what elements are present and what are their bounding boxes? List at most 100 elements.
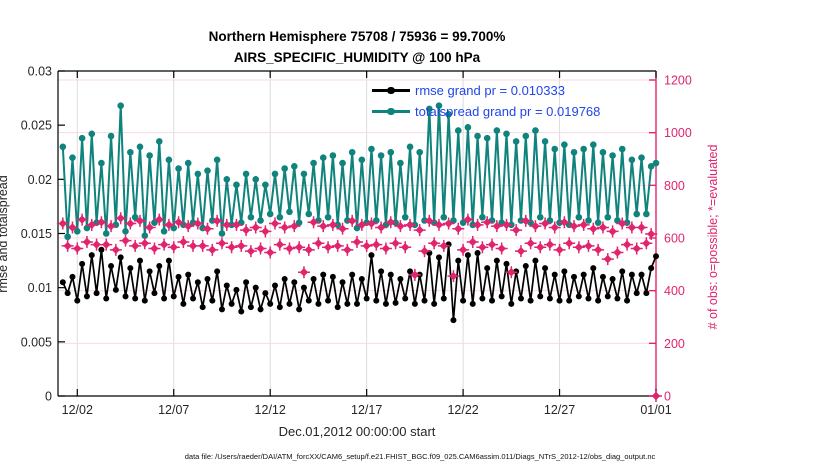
y-tick-label-left: 0.02 [28, 173, 52, 187]
totalspread-series-marker [155, 138, 163, 145]
totalspread-series-marker [401, 213, 409, 221]
rmse-series-marker [392, 299, 399, 306]
totalspread-series-marker [618, 145, 626, 153]
totalspread-series-marker [459, 219, 467, 226]
x-tick-label: 12/27 [544, 403, 575, 417]
rmse-series-marker [619, 268, 626, 275]
rmse-series-marker [633, 290, 640, 297]
totalspread-series-marker [594, 219, 602, 226]
rmse-series-marker [628, 271, 635, 278]
rmse-series-marker [580, 271, 587, 278]
totalspread-series-marker [647, 163, 655, 170]
rmse-series-marker [585, 295, 592, 302]
totalspread-series-marker [141, 232, 149, 239]
totalspread-series-marker [64, 233, 71, 241]
totalspread-series-marker [204, 167, 211, 174]
y-tick-label-left: 0.025 [21, 119, 52, 133]
totalspread-series-marker [247, 213, 255, 221]
left-axis-label: rmse and totalspread [0, 175, 10, 293]
totalspread-series-marker [435, 102, 443, 109]
rmse-series-marker [98, 246, 105, 253]
rmse-series-marker [243, 279, 250, 286]
rmse-series-marker [108, 263, 115, 269]
totalspread-series-marker [319, 154, 327, 161]
rmse-series-marker [624, 297, 631, 304]
totalspread-series-marker [348, 148, 356, 156]
rmse-series-marker [300, 284, 307, 291]
totalspread-series-marker [358, 156, 366, 164]
rmse-series-marker [257, 306, 264, 313]
totalspread-series-marker [532, 127, 539, 134]
totalspread-series-marker [474, 132, 481, 140]
totalspread-series-marker [271, 170, 279, 178]
totalspread-series-marker [368, 145, 375, 153]
totalspread-series-marker [218, 230, 226, 237]
x-tick-label: 12/22 [447, 403, 478, 417]
rmse-series-marker [296, 306, 303, 313]
totalspread-series-marker [522, 132, 530, 140]
legend-label-totalspread: totalspread grand pr = 0.019768 [415, 104, 601, 119]
totalspread-series-marker [575, 213, 583, 221]
rmse-series-marker [103, 295, 110, 302]
totalspread-series-marker [262, 181, 269, 189]
totalspread-series-marker [377, 152, 385, 159]
rmse-series-marker [165, 257, 172, 264]
rmse-series-marker [590, 265, 597, 272]
rmse-series-marker [64, 290, 71, 297]
totalspread-series-marker [353, 224, 361, 232]
rmse-series-marker [643, 290, 650, 297]
totalspread-series-marker [536, 213, 544, 221]
totalspread-series-marker [151, 219, 158, 226]
rmse-series-marker [136, 257, 143, 264]
rmse-series-marker [431, 300, 438, 307]
rmse-series-marker [450, 317, 457, 324]
totalspread-series-marker [194, 170, 202, 178]
totalspread-series-marker [590, 141, 597, 148]
rmse-series-marker [204, 276, 211, 282]
rmse-series-marker [214, 268, 221, 275]
rmse-series-marker [455, 257, 462, 264]
x-tick-label: 01/01 [640, 403, 671, 417]
totalspread-series-marker [73, 228, 81, 235]
totalspread-series-marker [628, 156, 636, 164]
totalspread-series-marker [464, 124, 472, 131]
rmse-series-marker [344, 300, 351, 307]
rmse-series-marker [609, 276, 616, 282]
rmse-series-marker [272, 282, 279, 289]
totalspread-series-marker [160, 228, 168, 235]
totalspread-series-marker [445, 111, 452, 118]
legend: rmse grand pr = 0.010333 totalspread gra… [372, 80, 600, 122]
rmse-series-marker [561, 268, 568, 275]
rmse-series-marker [421, 297, 428, 304]
rmse-series-marker [493, 257, 500, 264]
x-tick-label: 12/02 [62, 403, 93, 417]
rmse-series-marker [484, 265, 491, 272]
y-tick-label-right: 400 [664, 284, 685, 298]
rmse-series-marker [233, 286, 240, 293]
rmse-series-marker [320, 271, 327, 278]
rmse-series-marker [180, 300, 187, 307]
totalspread-series-marker [638, 154, 645, 161]
y-tick-label-left: 0.01 [28, 281, 52, 295]
totalspread-series-marker [479, 213, 486, 221]
totalspread-series-marker [541, 138, 549, 145]
y-tick-label-right: 200 [664, 337, 685, 351]
x-tick-label: 12/17 [351, 403, 382, 417]
rmse-series-marker [508, 300, 515, 307]
totalspread-series-marker [88, 130, 96, 138]
rmse-series-marker [614, 295, 621, 302]
rmse-series-marker [542, 265, 549, 272]
rmse-series-marker [267, 300, 274, 307]
totalspread-series-marker [170, 224, 178, 232]
rmse-series-marker [74, 297, 81, 304]
totalspread-series-marker [136, 143, 144, 151]
rmse-series-marker [503, 260, 510, 267]
y-tick-label-left: 0.015 [21, 227, 52, 241]
totalspread-series-marker [416, 148, 423, 156]
rmse-series-marker [479, 295, 486, 302]
totalspread-series-marker [281, 165, 288, 172]
totalspread-series-marker [69, 154, 76, 161]
x-tick-label: 12/12 [255, 403, 286, 417]
rmse-series-marker [59, 279, 66, 286]
